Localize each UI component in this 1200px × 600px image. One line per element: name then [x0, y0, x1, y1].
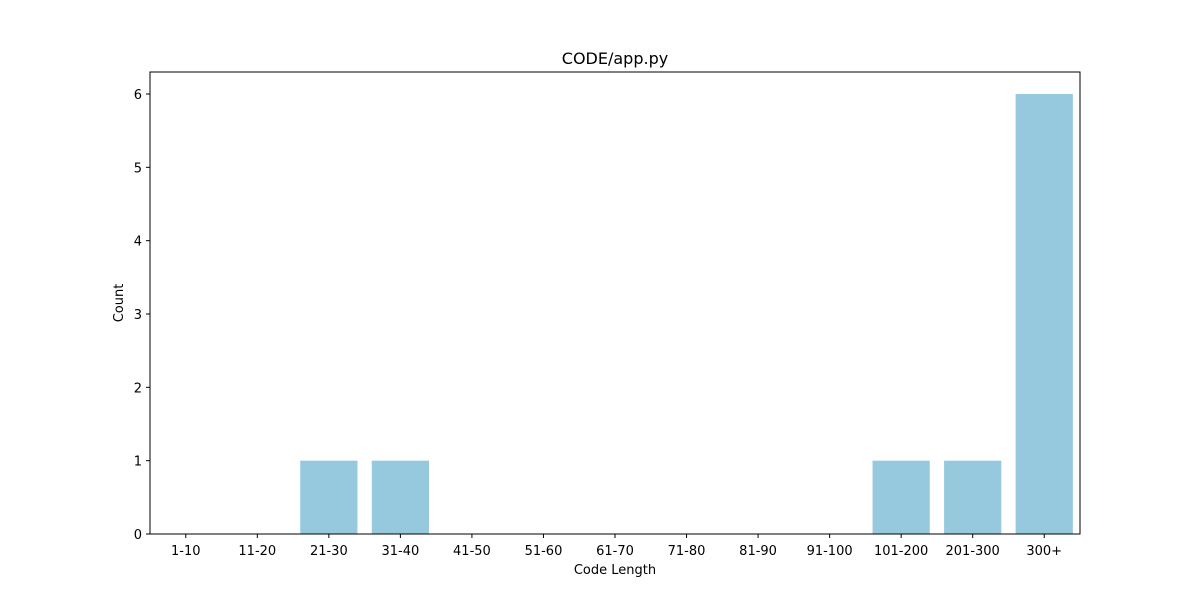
- y-tick-label: 2: [134, 381, 142, 396]
- bar-21-30: [300, 460, 358, 534]
- x-tick-label: 61-70: [596, 544, 634, 559]
- x-tick-label: 1-10: [171, 544, 201, 559]
- y-tick-label: 6: [134, 88, 142, 103]
- y-axis-label: Count: [112, 284, 127, 323]
- bar-201-300: [944, 460, 1002, 534]
- x-tick-label: 31-40: [381, 544, 419, 559]
- y-tick-label: 3: [134, 308, 142, 323]
- x-tick-label: 71-80: [668, 544, 706, 559]
- x-tick-label: 41-50: [453, 544, 491, 559]
- y-axis: 0 1 2 3 4 5 6: [134, 88, 150, 543]
- bar-101-200: [872, 460, 930, 534]
- y-tick-label: 4: [134, 235, 142, 250]
- x-tick-label: 91-100: [807, 544, 853, 559]
- x-axis-label: Code Length: [574, 563, 656, 578]
- x-tick-label: 101-200: [874, 544, 928, 559]
- x-tick-label: 300+: [1026, 544, 1062, 559]
- bar-31-40: [371, 460, 429, 534]
- x-tick-label: 201-300: [946, 544, 1000, 559]
- x-tick-label: 11-20: [238, 544, 276, 559]
- bar-300+: [1015, 94, 1073, 534]
- y-tick-label: 5: [134, 161, 142, 176]
- y-tick-label: 0: [134, 528, 142, 543]
- y-tick-label: 1: [134, 455, 142, 470]
- x-tick-label: 21-30: [310, 544, 348, 559]
- bars-group: [300, 94, 1073, 534]
- chart-title: CODE/app.py: [562, 49, 668, 68]
- x-tick-label: 51-60: [525, 544, 563, 559]
- x-tick-label: 81-90: [739, 544, 777, 559]
- plot-frame: [149, 71, 1081, 535]
- x-axis: 1-10 11-20 21-30 31-40 41-50 51-60 61-70 71-80 8…: [171, 534, 1062, 559]
